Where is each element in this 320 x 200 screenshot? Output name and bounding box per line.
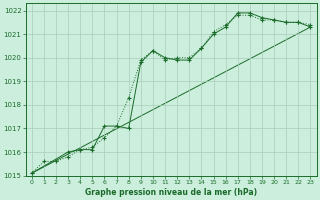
X-axis label: Graphe pression niveau de la mer (hPa): Graphe pression niveau de la mer (hPa) [85, 188, 257, 197]
